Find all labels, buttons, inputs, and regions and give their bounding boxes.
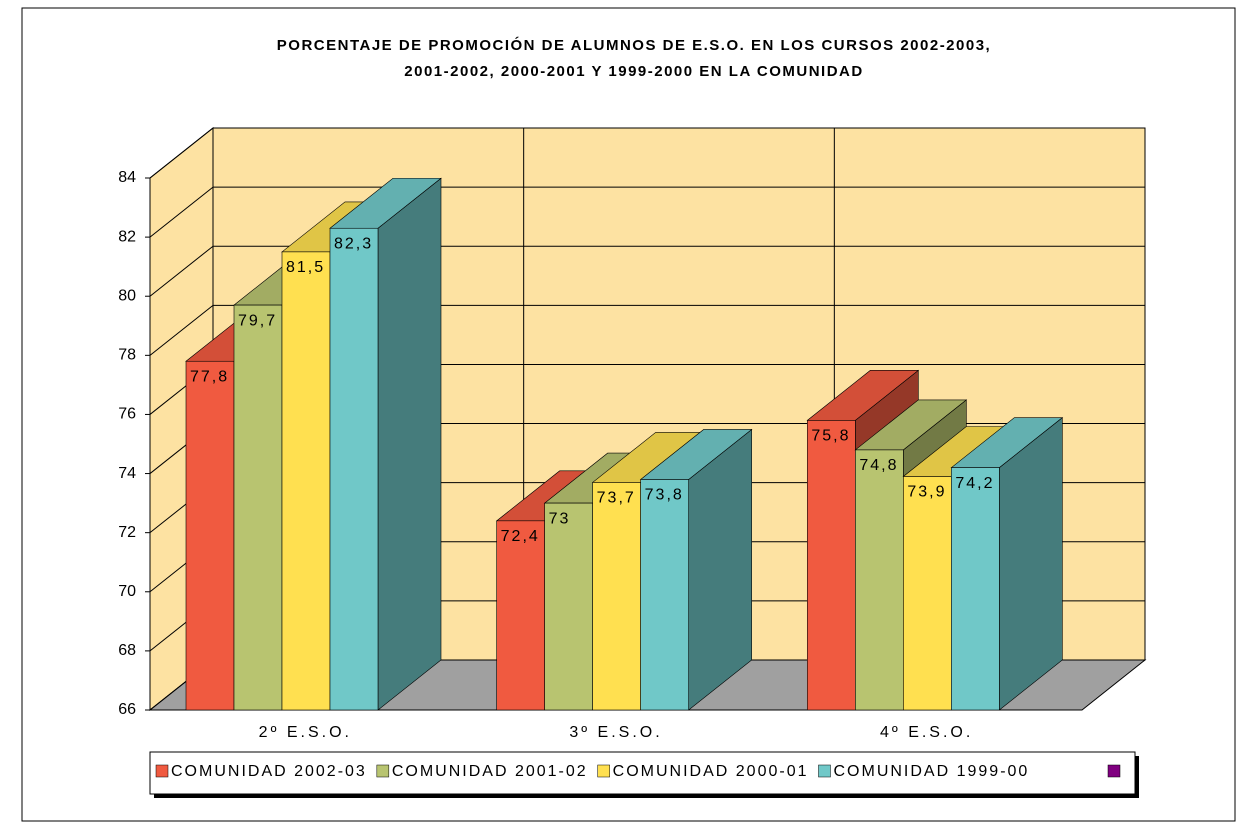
value-label: 74,8 <box>859 457 898 474</box>
value-label: 73,9 <box>907 484 946 501</box>
legend-label: COMUNIDAD 2000-01 <box>613 763 809 780</box>
value-label: 77,8 <box>190 368 229 385</box>
bar-front <box>329 227 379 711</box>
legend <box>149 751 1136 795</box>
value-label: 73,8 <box>645 487 684 504</box>
x-tick-label: 3º E.S.O. <box>569 724 662 741</box>
y-tick-label: 70 <box>118 583 136 600</box>
y-tick-label: 72 <box>118 524 136 541</box>
y-tick-label: 68 <box>118 642 136 659</box>
legend-label: COMUNIDAD 1999-00 <box>833 763 1029 780</box>
bar: 82,3 <box>329 177 442 711</box>
value-label: 73,7 <box>597 490 636 507</box>
value-label: 82,3 <box>334 235 373 252</box>
value-label: 81,5 <box>286 259 325 276</box>
plot: 66 68 70 72 74 76 78 80 82 84 2º E.S.O. 77,8 79,7 81,… <box>118 126 1147 741</box>
chart-title: PORCENTAJE DE PROMOCIÓN DE ALUMNOS DE E.… <box>277 36 991 54</box>
x-tick-label: 4º E.S.O. <box>880 724 973 741</box>
y-tick-label: 76 <box>118 406 136 423</box>
bar-side <box>999 417 1063 711</box>
bar-front <box>544 502 593 711</box>
value-label: 75,8 <box>811 428 850 445</box>
legend-swatch <box>597 764 610 778</box>
bar-front <box>185 360 235 711</box>
grid-line <box>149 186 214 238</box>
value-label: 72,4 <box>501 528 540 545</box>
bar: 74,2 <box>950 417 1064 711</box>
legend-swatch <box>818 764 831 778</box>
legend-items: COMUNIDAD 2002-03 COMUNIDAD 2001-02 COMUNI… <box>155 763 1029 780</box>
bar-front <box>592 482 641 711</box>
legend-swatch <box>155 764 169 778</box>
y-tick-label: 80 <box>118 287 136 304</box>
grid-line <box>149 304 214 356</box>
value-label: 73 <box>549 510 571 527</box>
y-tick-label: 82 <box>118 228 136 245</box>
y-tick-label: 74 <box>118 465 136 482</box>
bar-front <box>855 449 904 711</box>
x-tick-label: 2º E.S.O. <box>259 724 352 741</box>
y-tick-label: 66 <box>118 701 136 718</box>
grid-line <box>149 127 214 179</box>
bar-front <box>807 420 856 711</box>
bar-front <box>951 467 1000 711</box>
bar: 73,8 <box>639 428 753 711</box>
chart-subtitle: 2001-2002, 2000-2001 Y 1999-2000 EN LA C… <box>404 63 863 80</box>
bar-front <box>640 479 689 711</box>
legend-label: COMUNIDAD 2001-02 <box>392 763 588 780</box>
bar-front <box>496 520 545 711</box>
legend-label: COMUNIDAD 2002-03 <box>171 763 367 780</box>
bar-front <box>903 476 952 711</box>
y-tick-label: 84 <box>118 169 136 186</box>
value-label: 74,2 <box>955 475 994 492</box>
legend-swatch-extra <box>1107 764 1121 778</box>
bar-front <box>233 304 283 711</box>
grid-line <box>149 245 214 297</box>
legend-swatch <box>376 764 390 778</box>
y-tick-label: 78 <box>118 347 136 364</box>
bar-side <box>377 177 442 711</box>
value-label: 79,7 <box>238 312 277 329</box>
bar-front <box>281 251 331 711</box>
